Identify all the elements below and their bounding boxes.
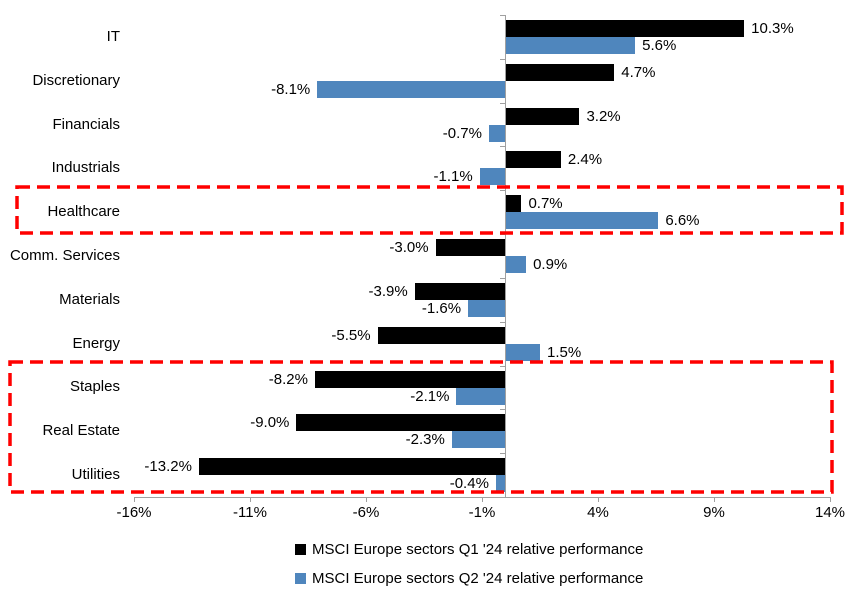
category-label-financials: Financials xyxy=(52,115,120,133)
category-label-industrials: Industrials xyxy=(51,159,120,177)
x-axis-tick-label: 4% xyxy=(587,504,609,521)
bar-q1-it xyxy=(505,20,745,37)
value-label-q1-real-estate: -9.0% xyxy=(250,414,290,432)
category-tick xyxy=(500,497,506,498)
x-axis-tick xyxy=(366,497,367,502)
x-axis-tick-label: -6% xyxy=(352,504,380,521)
bar-q1-materials xyxy=(414,282,506,300)
category-tick xyxy=(500,234,506,236)
bar-q1-healthcare xyxy=(505,195,522,213)
category-tick xyxy=(500,102,506,104)
value-label-q1-materials: -3.9% xyxy=(368,282,408,300)
value-label-q1-financials: 3.2% xyxy=(586,107,621,125)
category-tick xyxy=(500,453,506,455)
bar-q1-comm-services xyxy=(435,239,506,257)
x-axis-tick xyxy=(250,497,251,502)
legend-item-q2: MSCI Europe sectors Q2 '24 relative perf… xyxy=(295,564,643,593)
bar-q2-energy xyxy=(505,343,540,361)
legend-swatch-q1 xyxy=(295,544,306,555)
bar-q2-staples xyxy=(456,387,506,405)
value-label-q1-discretionary: 4.7% xyxy=(621,63,656,81)
value-label-q2-comm-services: 0.9% xyxy=(533,256,568,274)
bar-q2-comm-services xyxy=(505,256,527,274)
value-label-q2-it: 5.6% xyxy=(642,37,677,54)
value-label-q1-comm-services: -3.0% xyxy=(389,239,429,257)
bar-q1-utilities xyxy=(198,458,506,476)
value-label-q2-real-estate: -2.3% xyxy=(405,431,445,449)
x-axis-tick-label: 9% xyxy=(703,504,725,521)
value-label-q2-energy: 1.5% xyxy=(547,343,582,361)
bar-q1-real-estate xyxy=(296,414,506,432)
value-label-q1-utilities: -13.2% xyxy=(144,458,192,476)
bar-q1-energy xyxy=(377,326,506,344)
x-axis-tick xyxy=(714,497,715,502)
bar-q2-it xyxy=(505,37,636,54)
category-label-staples: Staples xyxy=(69,378,120,396)
bar-q2-industrials xyxy=(479,168,506,186)
category-label-energy: Energy xyxy=(72,334,120,352)
category-tick xyxy=(500,190,506,192)
legend-item-q1: MSCI Europe sectors Q1 '24 relative perf… xyxy=(295,535,643,564)
highlight-box-healthcare xyxy=(15,185,844,235)
category-label-real-estate: Real Estate xyxy=(42,422,120,440)
bar-q2-healthcare xyxy=(505,212,659,230)
value-label-q2-healthcare: 6.6% xyxy=(665,212,700,230)
legend-swatch-q2 xyxy=(295,573,306,584)
x-axis-tick-label: -1% xyxy=(468,504,496,521)
value-label-q2-financials: -0.7% xyxy=(442,124,482,142)
value-label-q1-it: 10.3% xyxy=(751,20,794,37)
value-label-q2-materials: -1.6% xyxy=(421,299,462,317)
x-axis-tick-label: 14% xyxy=(814,504,846,521)
legend: MSCI Europe sectors Q1 '24 relative perf… xyxy=(295,535,643,593)
value-label-q2-staples: -2.1% xyxy=(410,387,450,405)
legend-label-q2: MSCI Europe sectors Q2 '24 relative perf… xyxy=(312,570,644,587)
category-tick xyxy=(500,321,506,323)
x-axis-tick-label: -11% xyxy=(233,504,267,521)
bar-q1-financials xyxy=(505,107,580,125)
value-axis-line xyxy=(505,15,507,497)
value-label-q2-discretionary: -8.1% xyxy=(271,80,311,98)
bar-q2-discretionary xyxy=(317,80,506,98)
x-axis-tick xyxy=(830,497,831,502)
bar-q2-financials xyxy=(488,124,506,142)
category-label-comm-services: Comm. Services xyxy=(9,247,120,264)
category-tick xyxy=(500,15,506,16)
category-label-discretionary: Discretionary xyxy=(32,71,120,89)
value-label-q1-healthcare: 0.7% xyxy=(528,195,563,213)
value-label-q1-energy: -5.5% xyxy=(331,326,371,344)
bar-q1-industrials xyxy=(505,151,561,169)
value-label-q1-staples: -8.2% xyxy=(268,370,308,388)
category-label-healthcare: Healthcare xyxy=(47,203,120,221)
legend-label-q1: MSCI Europe sectors Q1 '24 relative perf… xyxy=(312,541,644,558)
category-tick xyxy=(500,409,506,411)
x-axis-tick-label: -16% xyxy=(116,504,152,521)
bar-q1-staples xyxy=(314,370,506,388)
value-label-q2-utilities: -0.4% xyxy=(449,475,489,493)
category-tick xyxy=(500,146,506,148)
x-axis-tick xyxy=(134,497,135,502)
category-label-materials: Materials xyxy=(59,290,120,308)
bar-q2-materials xyxy=(468,299,506,317)
category-label-utilities: Utilities xyxy=(71,466,120,484)
category-tick xyxy=(500,277,506,279)
bar-q2-utilities xyxy=(495,475,506,493)
value-label-q2-industrials: -1.1% xyxy=(433,168,473,186)
category-tick xyxy=(500,365,506,367)
bar-q1-discretionary xyxy=(505,63,615,81)
value-label-q1-industrials: 2.4% xyxy=(567,151,603,169)
category-tick xyxy=(500,58,506,60)
category-label-it: IT xyxy=(106,27,120,45)
x-axis-tick xyxy=(482,497,483,502)
bar-q2-real-estate xyxy=(451,431,506,449)
x-axis-tick xyxy=(598,497,599,502)
